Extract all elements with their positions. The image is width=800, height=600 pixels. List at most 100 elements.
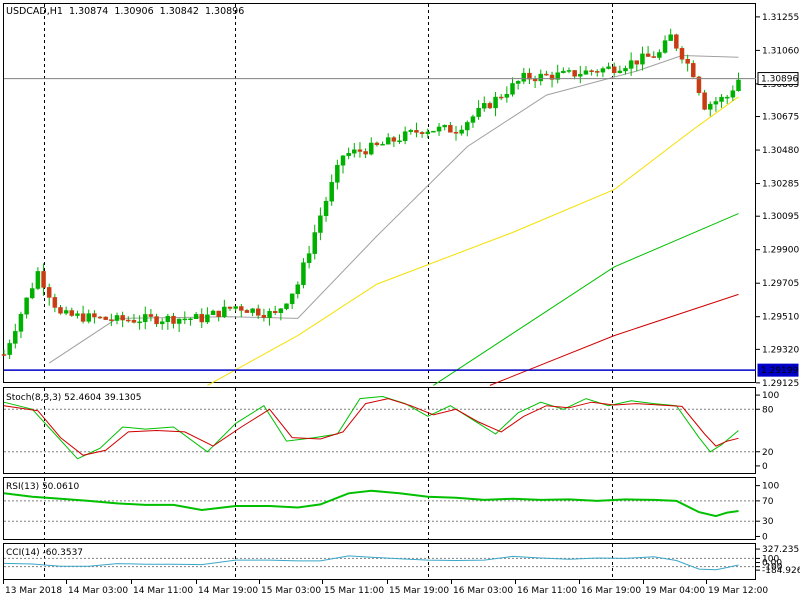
candle-bull: [561, 70, 566, 73]
stoch-series-line: [3, 398, 739, 456]
candle-bull: [176, 318, 182, 324]
candle-bear: [92, 313, 97, 318]
candle-bull: [143, 314, 148, 323]
indicator-tick-label: 0: [762, 532, 768, 542]
candle-bear: [487, 103, 493, 109]
candle-bull: [188, 318, 193, 320]
candle-bull: [617, 70, 623, 73]
candle-bull: [165, 315, 171, 322]
candle-bear: [261, 315, 267, 318]
candle-bear: [227, 306, 233, 309]
candle-bull: [385, 137, 391, 145]
candle-bear: [363, 151, 368, 155]
cci-panel-frame: [3, 543, 756, 580]
candle-bull: [318, 215, 323, 233]
current-price-tag: 1.30896: [761, 75, 798, 85]
price-panel[interactable]: 1.312551.310601.308651.306751.304801.302…: [1, 3, 799, 389]
candle-bull: [521, 72, 527, 82]
indicator-tick-label: 70: [762, 497, 774, 507]
candle-bear: [549, 74, 555, 80]
time-tick-label: 14 Mar 11:00: [133, 586, 193, 596]
candle-bull: [346, 152, 351, 157]
moving-average-line: [207, 96, 739, 386]
time-tick-label: 14 Mar 03:00: [68, 586, 128, 596]
candle-bear: [148, 314, 154, 317]
candle-bull: [402, 131, 408, 142]
candle-bear: [41, 271, 46, 288]
price-tick-label: 1.30095: [762, 212, 799, 222]
candles: [1, 28, 741, 359]
candle-bull: [583, 70, 589, 75]
candle-bear: [357, 149, 363, 152]
cci-panel[interactable]: 327.23511000.00-100-184.9265 CCI(14) -60…: [3, 543, 800, 580]
candle-bear: [272, 311, 278, 314]
candle-bull: [18, 313, 24, 332]
candle-bear: [80, 313, 86, 322]
candle-bear: [691, 63, 696, 78]
candle-bear: [498, 96, 504, 99]
candle-bull: [640, 53, 645, 65]
rsi-panel[interactable]: 100 70 30 0 RSI(13) 50.0610: [3, 477, 780, 543]
candle-bull: [510, 83, 515, 95]
candle-bear: [216, 310, 221, 317]
ohlc-high: 1.30906: [114, 6, 153, 17]
candle-bull: [323, 200, 329, 217]
time-tick-label: 14 Mar 19:00: [198, 586, 258, 596]
candle-bull: [425, 131, 430, 134]
candle-bull: [465, 122, 470, 131]
candle-bear: [595, 71, 600, 73]
price-tick-label: 1.30480: [762, 146, 799, 156]
candle-bull: [470, 116, 476, 123]
candle-bear: [391, 137, 397, 142]
candle-bull: [250, 308, 255, 313]
candle-bear: [414, 130, 419, 133]
candle-bear: [453, 132, 459, 134]
candle-bull: [159, 321, 165, 325]
candle-bull: [267, 311, 272, 318]
candle-bear: [374, 142, 380, 146]
candle-bull: [193, 314, 199, 319]
candle-bull: [730, 90, 736, 98]
candle-bull: [504, 94, 510, 98]
indicator-tick-label: 20: [762, 448, 774, 458]
level-price-tag-box: [757, 363, 799, 377]
candle-bear: [97, 316, 103, 319]
candle-bull: [623, 68, 628, 72]
candle-bull: [719, 96, 724, 102]
candle-bear: [256, 308, 261, 316]
candle-bull: [63, 310, 69, 314]
candle-bull: [340, 155, 346, 166]
symbol-timeframe: USDCAD,H1: [6, 6, 63, 17]
indicator-tick-label: 100: [762, 482, 779, 492]
candle-bull: [657, 52, 662, 58]
moving-average-line: [433, 213, 739, 386]
candle-bull: [724, 96, 730, 99]
price-lines: [4, 78, 756, 371]
candle-bull: [538, 73, 543, 82]
candle-bear: [58, 307, 63, 314]
candle-bull: [7, 343, 12, 355]
candle-bull: [713, 101, 719, 105]
candle-bull: [482, 103, 487, 109]
candle-bull: [233, 306, 238, 309]
stoch-label: Stoch(8,3,3) 52.4604 39.1305: [6, 393, 141, 403]
candle-bear: [171, 315, 176, 324]
stoch-lines: [3, 395, 739, 460]
candle-bull: [312, 232, 317, 254]
candle-bull: [668, 34, 673, 41]
stoch-panel[interactable]: 100 80 20 0 Stoch(8,3,3) 52.4604 39.1305: [3, 387, 780, 474]
candle-bull: [210, 310, 216, 316]
candle-bear: [702, 92, 707, 110]
stoch-axis: 100 80 20 0: [756, 391, 779, 472]
cci-axis: 327.23511000.00-100-184.9265: [756, 545, 800, 576]
candle-bear: [674, 34, 679, 49]
time-tick-label: 15 Mar 19:00: [389, 586, 449, 596]
candle-bear: [131, 320, 137, 323]
candle-bull: [13, 331, 18, 344]
price-tick-label: 1.29510: [762, 313, 799, 323]
time-tick-label: 13 Mar 2018: [5, 586, 62, 596]
candle-bull: [86, 313, 91, 322]
candle-bear: [244, 310, 250, 313]
